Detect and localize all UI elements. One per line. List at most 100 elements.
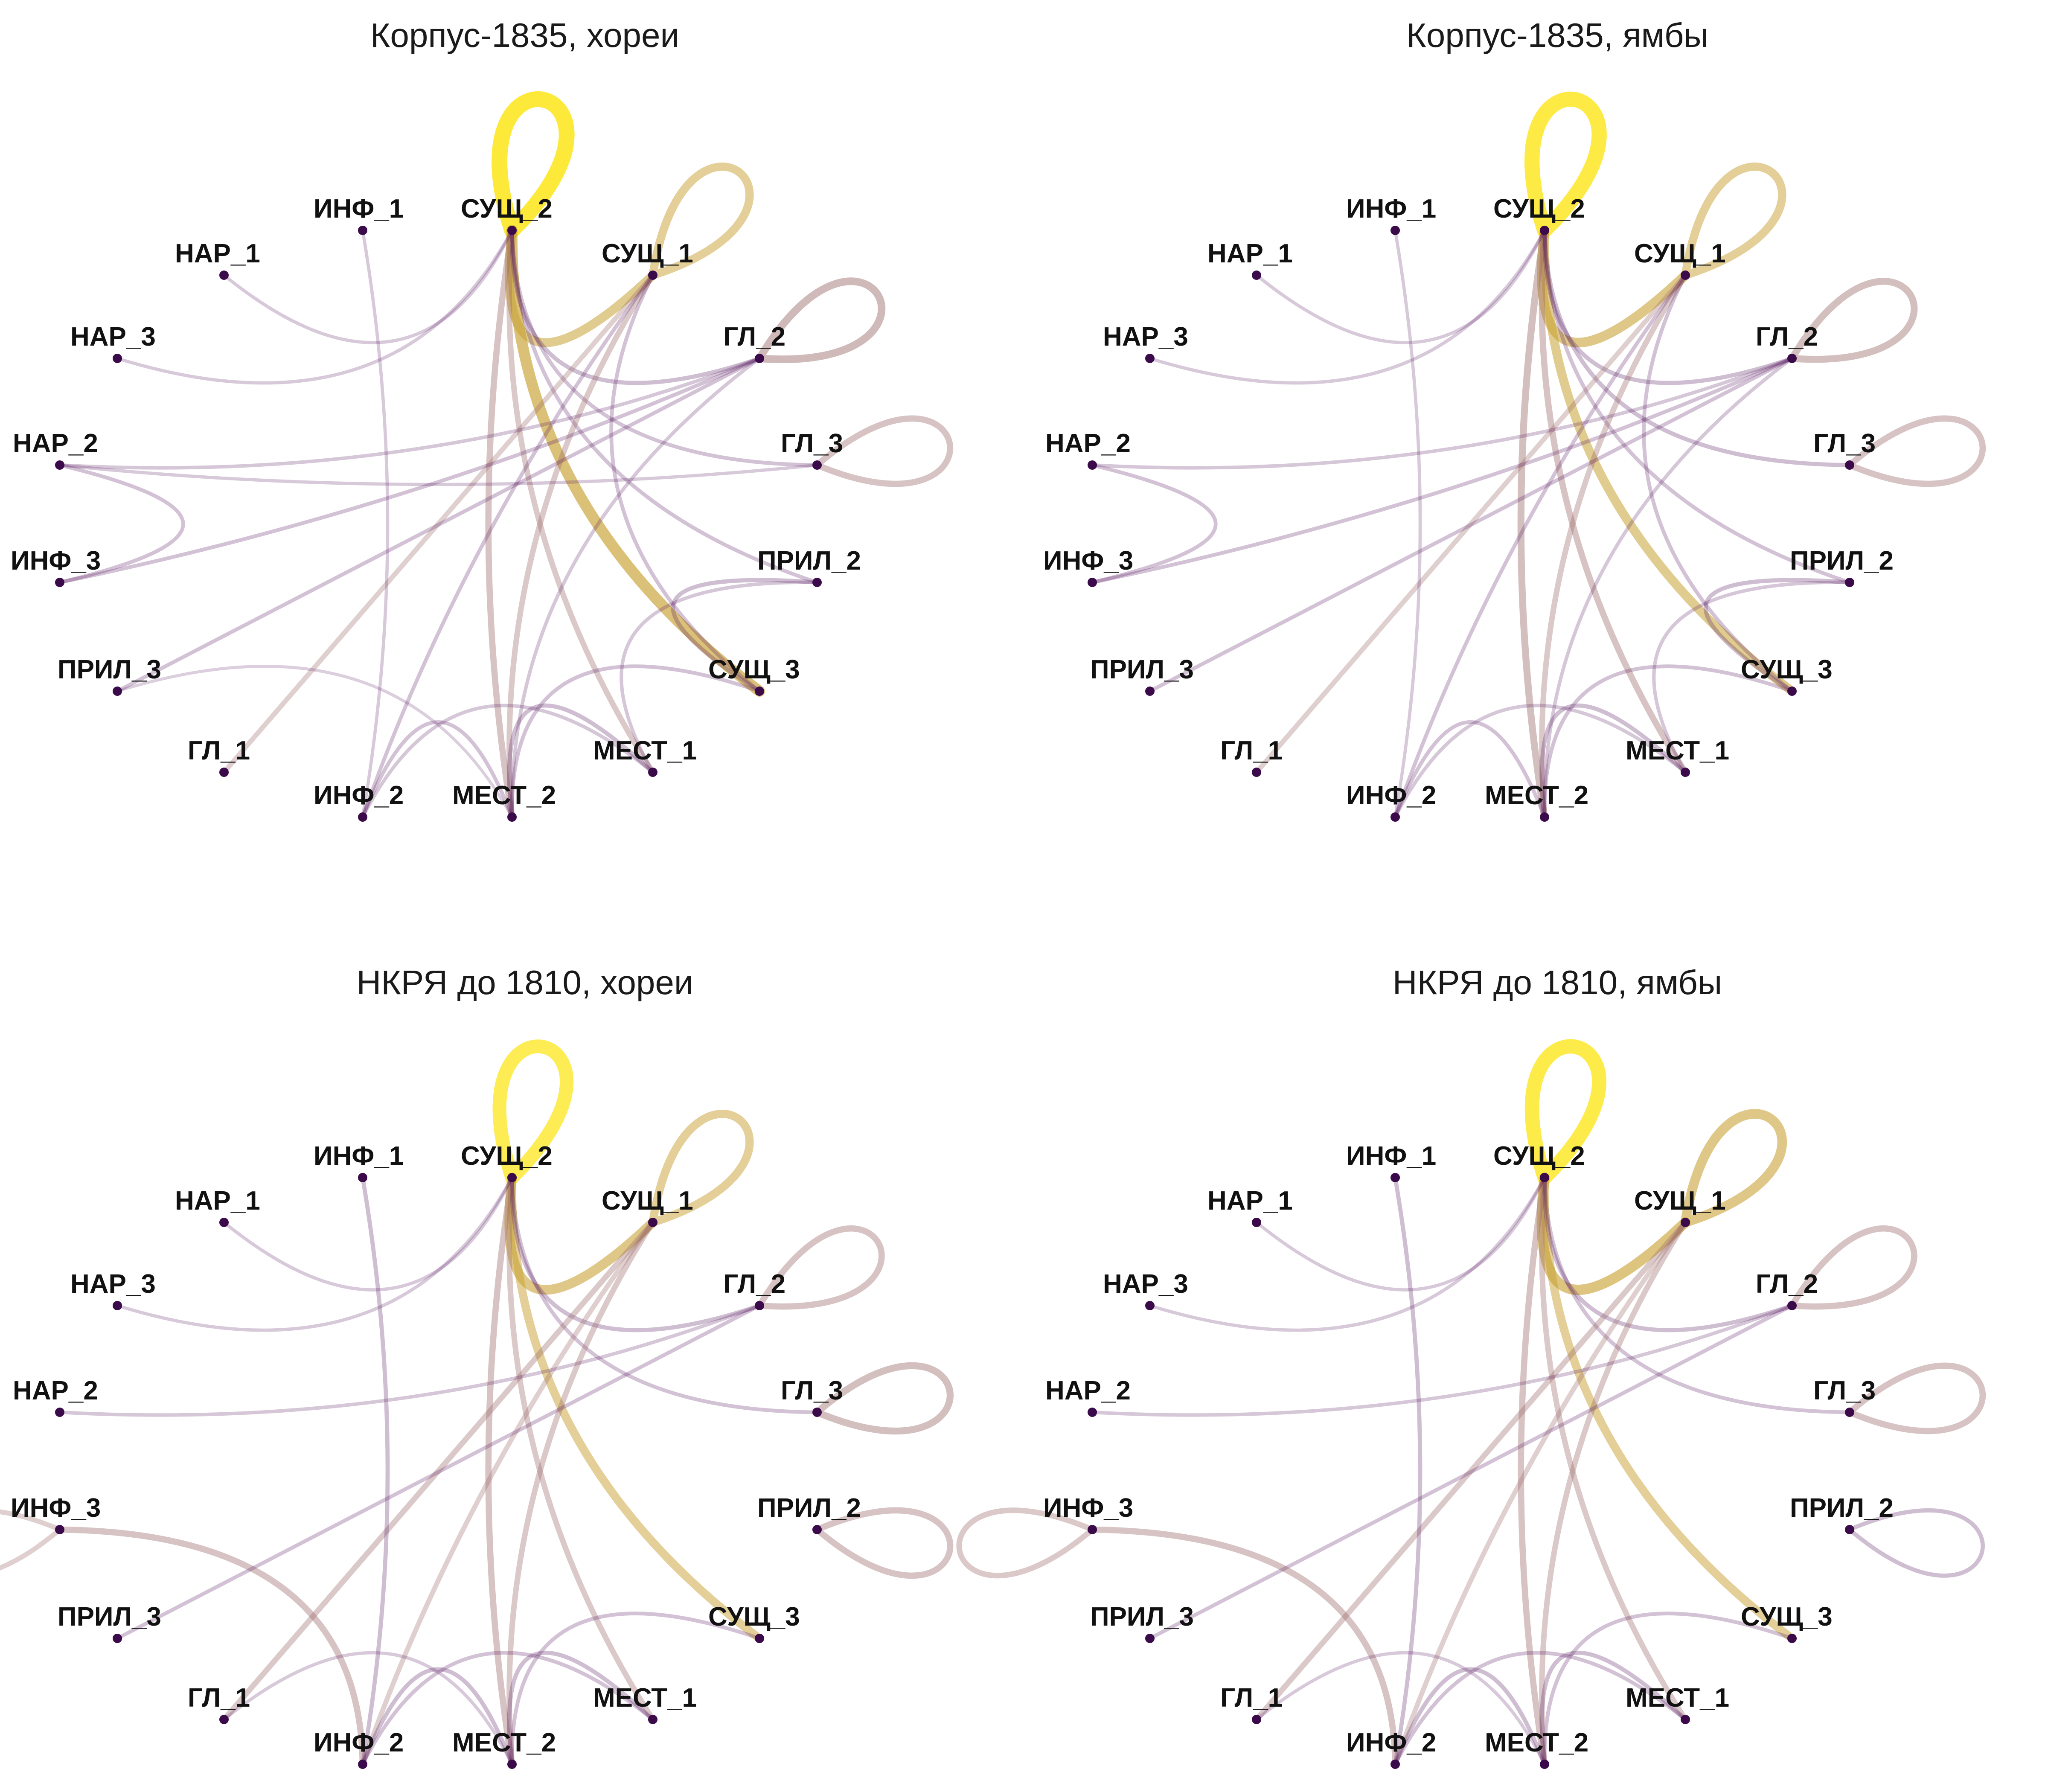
- node-label-СУЩ_1: СУЩ_1: [1634, 1186, 1726, 1216]
- edge-ИНФ_1-ИНФ_2: [1393, 229, 1422, 819]
- node-НАР_2: [55, 1408, 64, 1417]
- node-ГЛ_1: [1252, 768, 1261, 777]
- node-label-ИНФ_2: ИНФ_2: [1346, 1728, 1436, 1757]
- node-label-НАР_1: НАР_1: [175, 239, 260, 268]
- edge-ПРИЛ_2-СУЩ_3: [1703, 578, 1852, 693]
- node-label-СУЩ_2: СУЩ_2: [461, 1141, 553, 1171]
- edge-СУЩ_2-СУЩ_1: [1536, 1172, 1691, 1295]
- node-СУЩ_1: [1681, 1218, 1690, 1227]
- node-label-ПРИЛ_3: ПРИЛ_3: [1090, 655, 1194, 684]
- node-МЕСТ_1: [1681, 1715, 1690, 1724]
- node-label-ИНФ_1: ИНФ_1: [314, 1141, 404, 1171]
- node-ГЛ_2: [755, 1301, 764, 1310]
- edge-МЕСТ_1-МЕСТ_2: [1539, 703, 1687, 819]
- edge-СУЩ_1-МЕСТ_2: [1539, 272, 1688, 820]
- node-label-СУЩ_3: СУЩ_3: [708, 655, 800, 684]
- node-ИНФ_2: [358, 812, 367, 822]
- node-ПРИЛ_3: [113, 1634, 122, 1643]
- edge-ПРИЛ_2-СУЩ_3: [671, 578, 819, 693]
- edge-ПРИЛ_2-ПРИЛ_2: [1847, 1508, 1985, 1578]
- edge-ИНФ_1-ИНФ_2: [361, 1175, 390, 1766]
- node-НАР_2: [1088, 1408, 1097, 1417]
- edge-ГЛ_2-ГЛ_2: [1788, 278, 1918, 363]
- node-НАР_2: [1088, 460, 1097, 470]
- edge-СУЩ_1-ИНФ_2: [1393, 273, 1687, 819]
- node-label-СУЩ_2: СУЩ_2: [1493, 194, 1585, 224]
- node-ИНФ_1: [1391, 226, 1400, 235]
- panel-title: Корпус-1835, ямбы: [1406, 16, 1708, 54]
- node-label-ПРИЛ_2: ПРИЛ_2: [1790, 1493, 1894, 1523]
- node-label-ИНФ_2: ИНФ_2: [314, 781, 404, 810]
- node-НАР_1: [219, 1218, 229, 1227]
- edge-СУЩ_1-МЕСТ_2: [506, 1219, 656, 1767]
- node-МЕСТ_2: [1540, 1760, 1549, 1769]
- node-ИНФ_3: [1088, 578, 1097, 587]
- edge-СУЩ_2-СУЩ_1: [504, 1172, 658, 1295]
- node-label-ГЛ_3: ГЛ_3: [781, 1376, 843, 1405]
- edge-ГЛ_3-НАР_2: [58, 463, 819, 486]
- edge-СУЩ_2-НАР_1: [1255, 1176, 1546, 1292]
- edge-СУЩ_2-НАР_3: [1148, 1176, 1546, 1332]
- edge-СУЩ_2-МЕСТ_2: [485, 1174, 515, 1768]
- node-label-ПРИЛ_3: ПРИЛ_3: [1090, 1602, 1194, 1632]
- edge-СУЩ_2-ГЛ_2: [1542, 1175, 1794, 1332]
- edge-СУЩ_2-СУЩ_1: [505, 226, 657, 347]
- node-label-СУЩ_2: СУЩ_2: [461, 194, 553, 224]
- node-МЕСТ_1: [648, 768, 657, 777]
- edge-ИНФ_3-ИНФ_2: [1089, 1526, 1399, 1768]
- edge-ПРИЛ_2-МЕСТ_1: [1652, 580, 1852, 774]
- node-label-СУЩ_3: СУЩ_3: [1741, 655, 1833, 684]
- edge-СУЩ_2-НАР_3: [1148, 229, 1546, 385]
- edge-СУЩ_1-МЕСТ_2: [506, 272, 656, 820]
- node-label-ИНФ_3: ИНФ_3: [1043, 1493, 1133, 1523]
- node-ГЛ_3: [1845, 1408, 1854, 1417]
- node-ПРИЛ_2: [1845, 1525, 1854, 1534]
- node-НАР_3: [113, 1301, 122, 1310]
- node-label-ИНФ_3: ИНФ_3: [11, 546, 101, 576]
- edge-СУЩ_1-ИНФ_2: [361, 273, 655, 819]
- node-СУЩ_3: [755, 1634, 764, 1643]
- edge-ИНФ_3-НАР_2: [58, 463, 185, 585]
- edge-ИНФ_3-ИНФ_3: [956, 1507, 1095, 1579]
- node-МЕСТ_1: [1681, 768, 1690, 777]
- node-НАР_1: [219, 271, 229, 280]
- edge-ГЛ_2-ПРИЛ_3: [115, 356, 762, 693]
- node-МЕСТ_2: [507, 812, 517, 822]
- edge-СУЩ_2-МЕСТ_2: [1517, 227, 1548, 821]
- edge-ИНФ_1-ИНФ_2: [361, 229, 390, 819]
- panel-nkrya-trochee: НКРЯ до 1810, хореи СУЩ_2 СУЩ_1 ГЛ_2 ГЛ_3 ПР…: [0, 963, 954, 1769]
- edge-ИНФ_2-МЕСТ_1: [1393, 1651, 1687, 1766]
- edge-СУЩ_2-ПРИЛ_2: [510, 228, 819, 585]
- node-label-НАР_3: НАР_3: [70, 1269, 156, 1299]
- node-ИНФ_1: [1391, 1173, 1400, 1182]
- edge-СУЩ_3-МЕСТ_2: [1542, 1612, 1794, 1766]
- edge-ГЛ_2-НАР_2: [58, 356, 762, 470]
- edge-СУЩ_1-МЕСТ_2: [1539, 1219, 1688, 1767]
- edge-ГЛ_1-МЕСТ_2: [222, 1651, 514, 1766]
- edge-СУЩ_2-НАР_3: [116, 1176, 514, 1332]
- node-СУЩ_2: [507, 1173, 517, 1182]
- edge-ГЛ_2-ГЛ_2: [756, 1225, 885, 1310]
- node-label-НАР_2: НАР_2: [1045, 1376, 1131, 1405]
- node-label-ГЛ_1: ГЛ_1: [188, 736, 250, 765]
- edge-СУЩ_2-ГЛ_2: [510, 228, 762, 385]
- node-МЕСТ_2: [1540, 812, 1549, 822]
- node-label-СУЩ_2: СУЩ_2: [1493, 1141, 1585, 1171]
- node-label-НАР_2: НАР_2: [13, 1376, 98, 1405]
- edge-ИНФ_3-НАР_2: [1090, 463, 1218, 585]
- node-ГЛ_2: [755, 354, 764, 363]
- node-ИНФ_1: [358, 1173, 367, 1182]
- edge-СУЩ_2-СУЩ_2: [1524, 91, 1607, 238]
- edge-ПРИЛ_2-МЕСТ_1: [620, 580, 819, 774]
- node-label-ГЛ_1: ГЛ_1: [188, 1683, 250, 1713]
- node-ГЛ_3: [1845, 460, 1854, 470]
- edge-ГЛ_1-МЕСТ_2: [1255, 1651, 1546, 1766]
- node-label-МЕСТ_2: МЕСТ_2: [452, 1728, 556, 1757]
- node-label-НАР_2: НАР_2: [13, 429, 98, 458]
- node-label-МЕСТ_1: МЕСТ_1: [593, 736, 697, 765]
- node-label-МЕСТ_2: МЕСТ_2: [1485, 1728, 1588, 1757]
- node-label-ИНФ_1: ИНФ_1: [314, 194, 404, 224]
- edge-СУЩ_3-МЕСТ_2: [1542, 664, 1794, 819]
- node-ПРИЛ_3: [113, 687, 122, 696]
